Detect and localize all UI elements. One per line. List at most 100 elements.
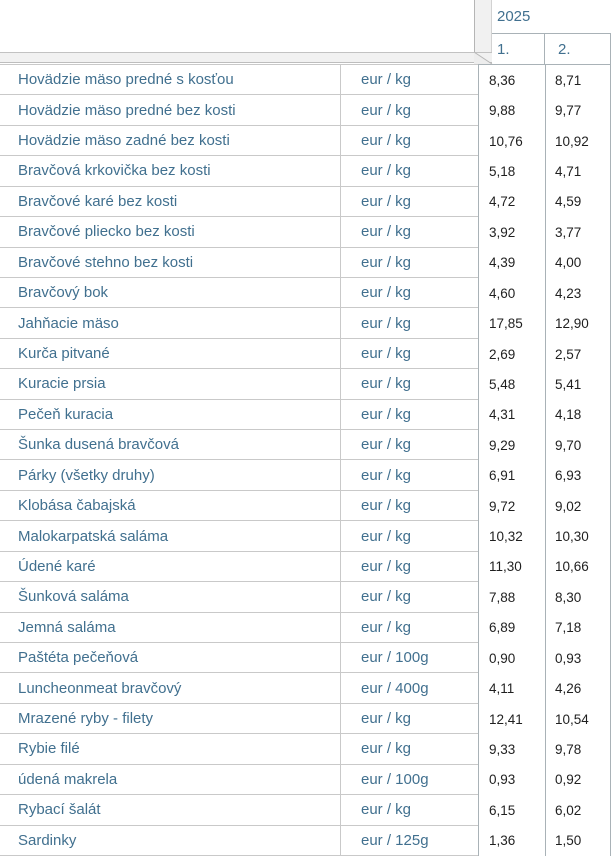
period-1-value-cell: 10,32	[478, 521, 545, 552]
product-name-cell: Kurča pitvané	[0, 339, 340, 370]
table-row: Hovädzie mäso predné s kosťou eur / kg 8,3…	[0, 65, 616, 96]
table-row: Bravčová krkovička bez kosti eur / kg 5,18…	[0, 156, 616, 187]
table-row: Hovädzie mäso zadné bez kosti eur / kg 10,…	[0, 125, 616, 157]
unit-cell: eur / 100g	[340, 764, 478, 796]
table-row: Kuracie prsia eur / kg 5,48 5,41	[0, 369, 616, 400]
product-name-cell: Bravčová krkovička bez kosti	[0, 156, 340, 187]
period-1-value-cell: 2,69	[478, 338, 545, 370]
product-name-cell: Malokarpatská saláma	[0, 521, 340, 552]
table-row: Jemná saláma eur / kg 6,89 7,18	[0, 612, 616, 644]
period-2-value-cell: 10,30	[545, 521, 611, 552]
table-row: Malokarpatská saláma eur / kg 10,32 10,30	[0, 521, 616, 552]
product-name-cell: Bravčové karé bez kosti	[0, 187, 340, 218]
unit-cell: eur / kg	[340, 186, 478, 218]
year-header: 2025	[492, 0, 611, 33]
table-row: Paštéta pečeňová eur / 100g 0,90 0,93	[0, 643, 616, 674]
unit-cell: eur / kg	[340, 430, 478, 461]
product-name-cell: Bravčové pliecko bez kosti	[0, 217, 340, 248]
table-row: Bravčové karé bez kosti eur / kg 4,72 4,59	[0, 186, 616, 218]
unit-cell: eur / kg	[340, 521, 478, 552]
unit-cell: eur / 400g	[340, 673, 478, 704]
period-1-value-cell: 5,18	[478, 156, 545, 187]
unit-cell: eur / kg	[340, 490, 478, 522]
period-2-value-cell: 5,41	[545, 369, 611, 400]
product-name-cell: Párky (všetky druhy)	[0, 460, 340, 491]
product-name-cell: Hovädzie mäso predné bez kosti	[0, 95, 340, 126]
product-name-cell: Paštéta pečeňová	[0, 643, 340, 674]
period-1-value-cell: 4,11	[478, 673, 545, 704]
period-1-value-cell: 9,88	[478, 95, 545, 126]
period-1-value-cell: 6,15	[478, 795, 545, 826]
table-row: Párky (všetky druhy) eur / kg 6,91 6,93	[0, 460, 616, 491]
period-2-value-cell: 9,70	[545, 430, 611, 461]
product-name-cell: Bravčový bok	[0, 278, 340, 309]
period-2-value-cell: 12,90	[545, 308, 611, 339]
period-1-value-cell: 8,36	[478, 65, 545, 96]
period-1-value-cell: 11,30	[478, 551, 545, 583]
period-1-value-cell: 6,91	[478, 460, 545, 491]
table-row: Rybací šalát eur / kg 6,15 6,02	[0, 795, 616, 826]
product-name-cell: Mrazené ryby - filety	[0, 704, 340, 735]
product-name-cell: Jemná saláma	[0, 613, 340, 644]
unit-cell: eur / kg	[340, 65, 478, 96]
period-column-header-2: 2.	[545, 33, 611, 65]
header-rule-upper	[474, 33, 611, 34]
unit-cell: eur / kg	[340, 703, 478, 735]
table-row: Pečeň kuracia eur / kg 4,31 4,18	[0, 399, 616, 431]
product-name-cell: Šunková saláma	[0, 582, 340, 613]
period-1-value-cell: 4,39	[478, 247, 545, 278]
frozen-pane-corner-mitre	[473, 51, 493, 65]
table-row: Luncheonmeat bravčový eur / 400g 4,11 4,26	[0, 673, 616, 704]
period-1-value-cell: 9,72	[478, 490, 545, 522]
table-row: Šunka dusená bravčová eur / kg 9,29 9,70	[0, 430, 616, 461]
period-1-value-cell: 0,90	[478, 643, 545, 674]
unit-cell: eur / kg	[340, 308, 478, 339]
unit-cell: eur / kg	[340, 369, 478, 400]
frozen-pane-horizontal-splitter	[0, 52, 492, 63]
period-column-header-1-label: 1.	[497, 40, 510, 58]
period-2-value-cell: 2,57	[545, 338, 611, 370]
unit-cell: eur / kg	[340, 338, 478, 370]
unit-cell: eur / kg	[340, 399, 478, 431]
period-1-value-cell: 1,36	[478, 825, 545, 856]
table-body: Hovädzie mäso predné s kosťou eur / kg 8,3…	[0, 65, 616, 856]
period-1-value-cell: 4,31	[478, 399, 545, 431]
unit-cell: eur / 125g	[340, 825, 478, 856]
period-1-value-cell: 10,76	[478, 125, 545, 157]
period-2-value-cell: 1,50	[545, 825, 611, 856]
period-2-value-cell: 4,18	[545, 399, 611, 431]
period-2-value-cell: 9,77	[545, 95, 611, 126]
period-2-value-cell: 9,02	[545, 490, 611, 522]
product-name-cell: Údené karé	[0, 552, 340, 583]
table-row: Bravčové pliecko bez kosti eur / kg 3,92 3,…	[0, 217, 616, 248]
period-2-value-cell: 7,18	[545, 612, 611, 644]
product-name-cell: Pečeň kuracia	[0, 400, 340, 431]
header-rule-lower-left	[0, 64, 478, 65]
period-1-value-cell: 6,89	[478, 612, 545, 644]
period-2-value-cell: 10,92	[545, 125, 611, 157]
table-row: Klobása čabajská eur / kg 9,72 9,02	[0, 490, 616, 522]
period-2-value-cell: 4,23	[545, 277, 611, 309]
year-header-label: 2025	[497, 8, 531, 25]
period-1-value-cell: 4,72	[478, 186, 545, 218]
period-2-value-cell: 4,00	[545, 247, 611, 278]
product-name-cell: údená makrela	[0, 765, 340, 796]
unit-cell: eur / kg	[340, 217, 478, 248]
product-name-cell: Hovädzie mäso predné s kosťou	[0, 65, 340, 96]
table-row: Bravčový bok eur / kg 4,60 4,23	[0, 277, 616, 309]
product-name-cell: Luncheonmeat bravčový	[0, 673, 340, 704]
period-2-value-cell: 8,71	[545, 65, 611, 96]
period-2-value-cell: 10,54	[545, 703, 611, 735]
unit-cell: eur / kg	[340, 95, 478, 126]
period-1-value-cell: 9,29	[478, 430, 545, 461]
period-2-value-cell: 8,30	[545, 582, 611, 613]
header-rule-lower-right	[478, 64, 611, 65]
product-name-cell: Klobása čabajská	[0, 491, 340, 522]
period-1-value-cell: 9,33	[478, 734, 545, 765]
table-row: Sardinky eur / 125g 1,36 1,50	[0, 825, 616, 856]
period-2-value-cell: 0,92	[545, 764, 611, 796]
period-2-value-cell: 3,77	[545, 217, 611, 248]
product-name-cell: Rybací šalát	[0, 795, 340, 826]
period-1-value-cell: 5,48	[478, 369, 545, 400]
period-1-value-cell: 12,41	[478, 703, 545, 735]
